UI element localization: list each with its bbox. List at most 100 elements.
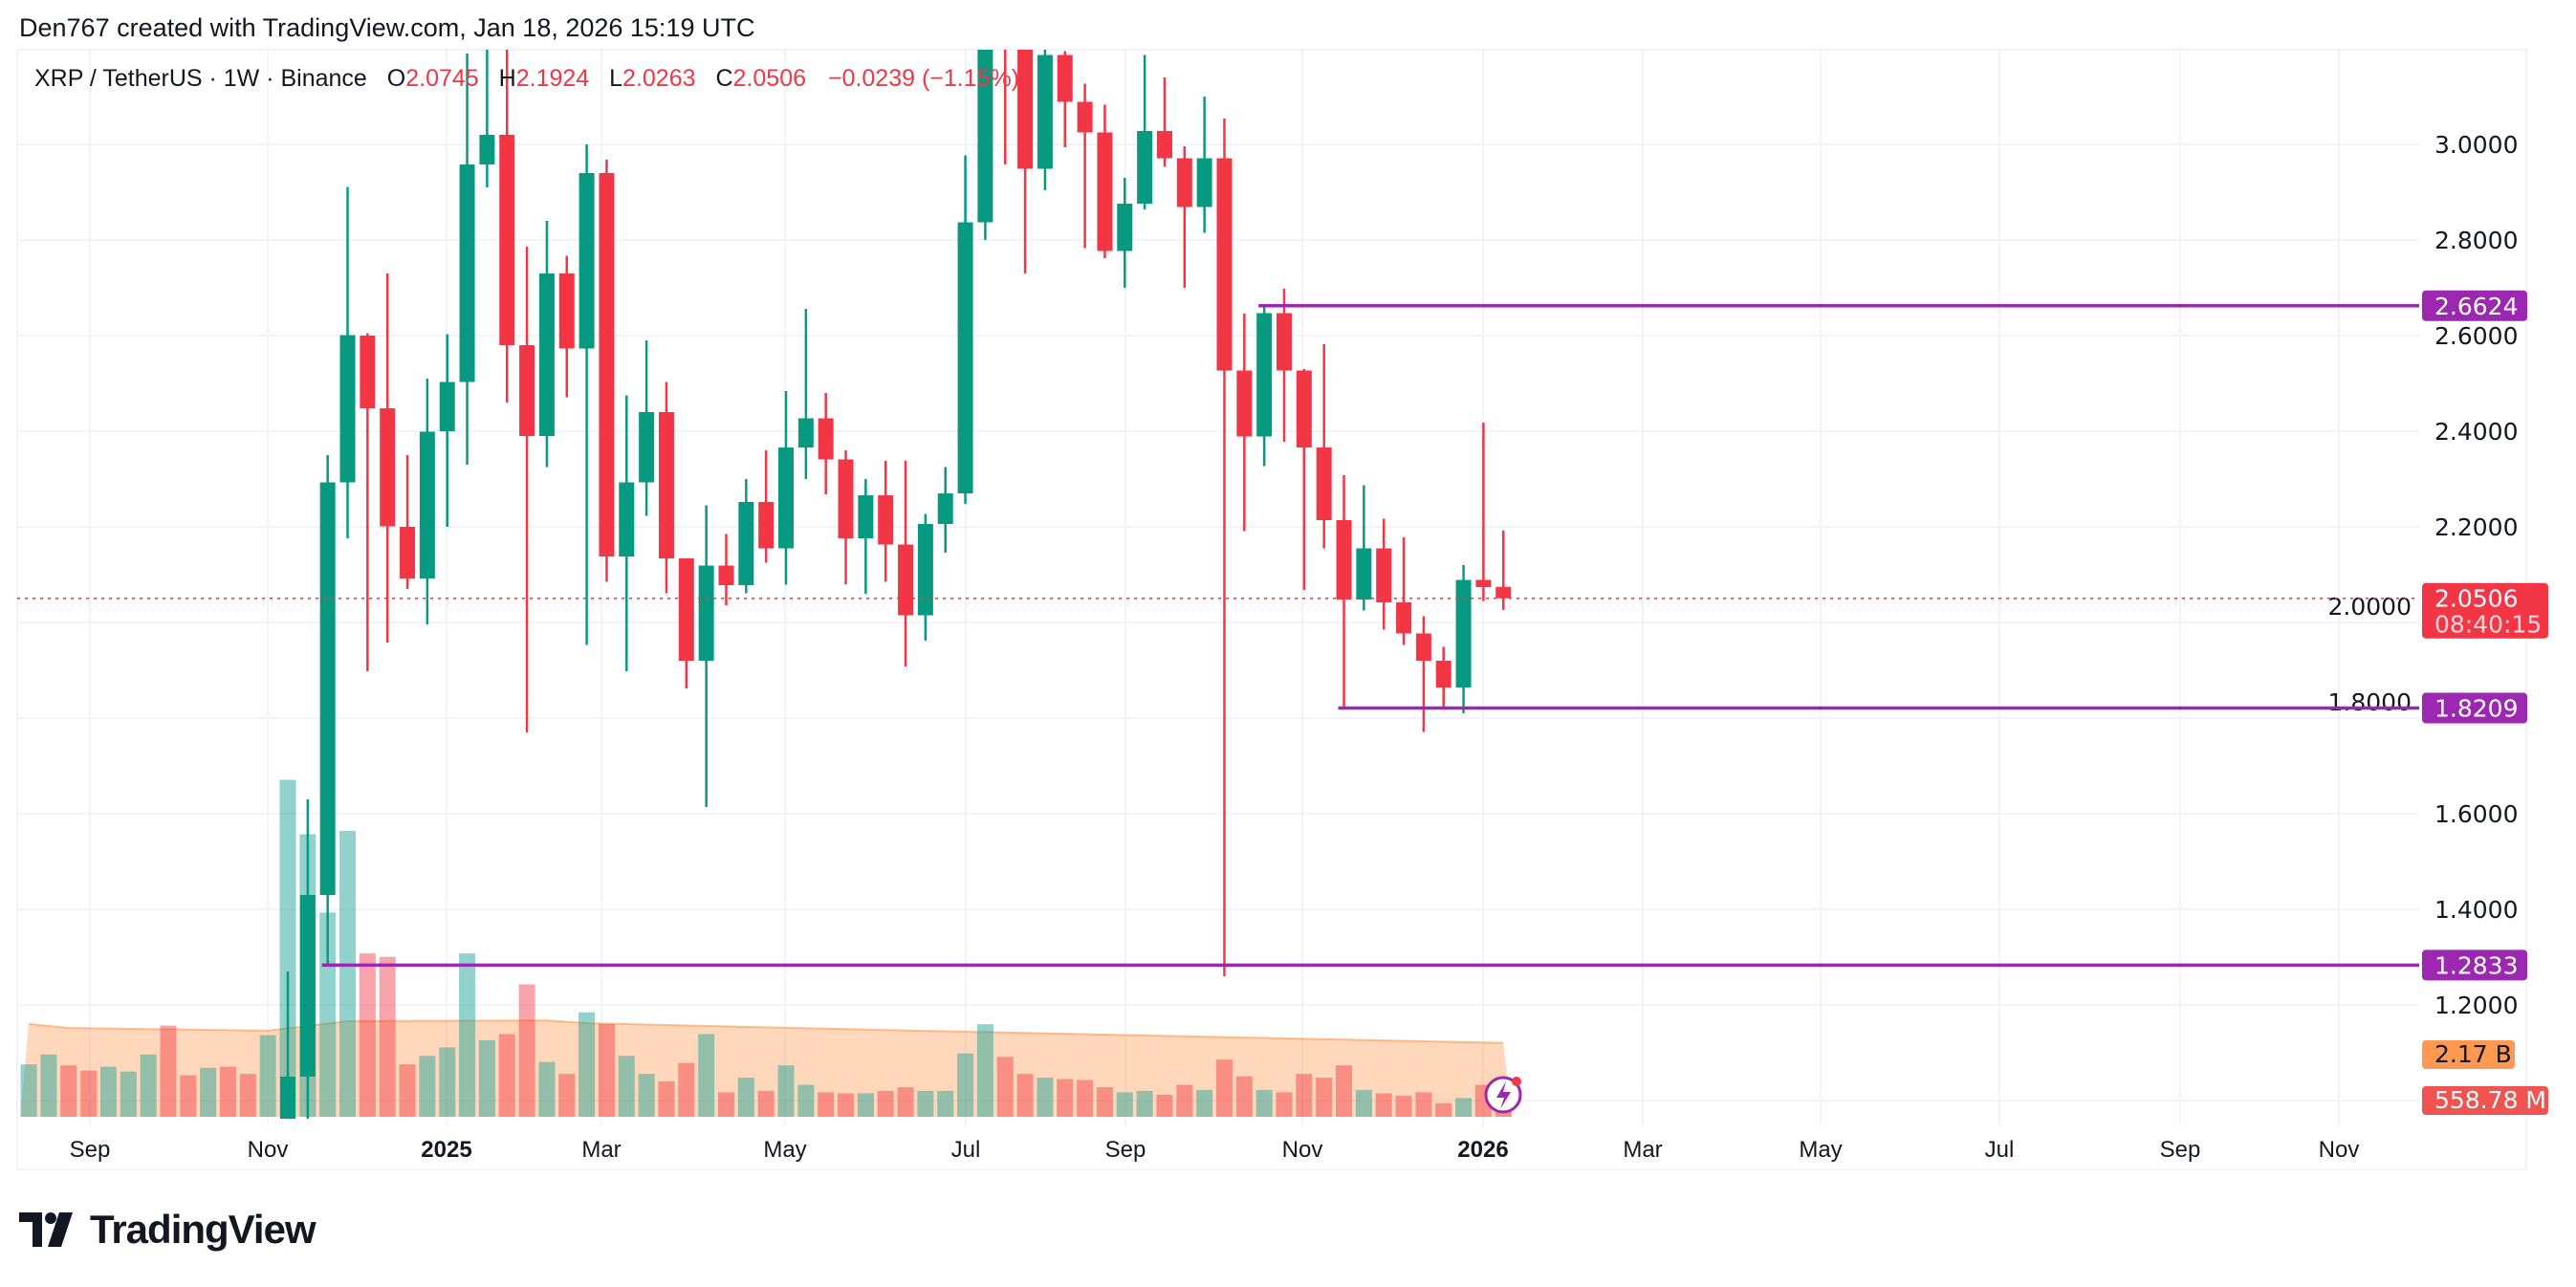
volume-bar bbox=[1336, 1065, 1353, 1117]
volume-bar bbox=[200, 1067, 217, 1117]
volume-bar bbox=[1355, 1089, 1372, 1117]
time-tick-label: Jul bbox=[1985, 1137, 2015, 1163]
price-tick-label: 1.8000 bbox=[2328, 688, 2412, 716]
volume-bar bbox=[1316, 1078, 1333, 1117]
volume-bar bbox=[1037, 1078, 1054, 1117]
candle-body bbox=[1396, 602, 1412, 634]
candle-body bbox=[1316, 447, 1332, 520]
candle-body bbox=[1435, 661, 1452, 687]
volume-bar bbox=[638, 1074, 655, 1117]
lightning-icon[interactable] bbox=[1484, 1076, 1522, 1114]
candle-body bbox=[1137, 131, 1153, 204]
volume-bar bbox=[678, 1062, 695, 1117]
time-tick-label: Mar bbox=[1623, 1137, 1662, 1163]
symbol-title[interactable]: XRP / TetherUS · 1W · Binance bbox=[34, 65, 367, 92]
candle-body bbox=[299, 895, 316, 1077]
time-tick-label: 2026 bbox=[1457, 1137, 1508, 1163]
price-tick-label: 2.4000 bbox=[2434, 418, 2518, 446]
candle-body bbox=[1495, 586, 1512, 599]
volume-bar bbox=[538, 1061, 556, 1117]
candle-body bbox=[380, 408, 396, 527]
high-value: 2.1924 bbox=[515, 65, 590, 92]
candle-body bbox=[280, 1077, 295, 1119]
time-tick-label: May bbox=[1799, 1137, 1842, 1163]
candle-body bbox=[1236, 370, 1253, 437]
candle-body bbox=[1475, 579, 1492, 587]
candle-body bbox=[1176, 158, 1192, 207]
volume-bar bbox=[80, 1070, 98, 1117]
level-price-tag bbox=[2422, 290, 2527, 321]
volume-bar bbox=[1235, 1076, 1253, 1117]
volume-bar bbox=[160, 1025, 177, 1117]
lightning-icon-bolt bbox=[1496, 1081, 1511, 1109]
volume-bar bbox=[937, 1090, 954, 1117]
volume-bar bbox=[478, 1039, 495, 1117]
volume-bar bbox=[279, 779, 296, 1117]
open-value: 2.0745 bbox=[405, 65, 479, 92]
ohlc-legend: XRP / TetherUS · 1W · Binance O2.0745 H2… bbox=[34, 65, 1019, 93]
tradingview-logo-icon bbox=[19, 1212, 73, 1247]
candle-body bbox=[1037, 55, 1053, 169]
level-price-tag bbox=[2422, 692, 2527, 724]
candle-body bbox=[917, 524, 933, 616]
chart-credit: Den767 created with TradingView.com, Jan… bbox=[19, 13, 755, 42]
volume-bar bbox=[1276, 1092, 1293, 1117]
volume-bar bbox=[579, 1012, 596, 1117]
volume-bar bbox=[419, 1056, 436, 1117]
volume-bar bbox=[777, 1065, 795, 1117]
close-value: 2.0506 bbox=[732, 65, 806, 92]
candle-body bbox=[1156, 131, 1172, 159]
price-tick-label: 2.0000 bbox=[2328, 593, 2412, 621]
candle-body bbox=[1356, 548, 1372, 600]
volume-bar bbox=[698, 1034, 715, 1117]
tradingview-wordmark: TradingView bbox=[90, 1207, 317, 1252]
candle-body bbox=[1077, 101, 1093, 133]
candle-body bbox=[619, 482, 635, 556]
candle-body bbox=[738, 502, 754, 585]
candle-body bbox=[937, 493, 953, 524]
volume-bar bbox=[498, 1034, 515, 1117]
volume-bar bbox=[558, 1074, 576, 1117]
candle-body bbox=[439, 382, 455, 431]
volume-bar bbox=[1196, 1089, 1213, 1117]
volume-bar bbox=[917, 1090, 934, 1117]
volume-bar bbox=[219, 1066, 236, 1117]
volume-bar bbox=[818, 1092, 835, 1117]
candle-body bbox=[400, 527, 416, 578]
candle-body bbox=[479, 135, 495, 164]
volume-bar bbox=[877, 1090, 894, 1117]
price-tick-label: 1.4000 bbox=[2434, 896, 2518, 924]
time-tick-label: Nov bbox=[1282, 1137, 1323, 1163]
volume-bar bbox=[518, 984, 535, 1117]
time-tick-label: Nov bbox=[2319, 1137, 2360, 1163]
volume-bar bbox=[60, 1065, 77, 1117]
candle-body bbox=[1117, 204, 1133, 251]
candle-body bbox=[519, 345, 535, 436]
volume-bar bbox=[1435, 1102, 1452, 1117]
candle-body bbox=[957, 222, 973, 493]
price-tick-label: 2.2000 bbox=[2434, 513, 2518, 541]
price-tick-label: 1.6000 bbox=[2434, 800, 2518, 828]
high-label: H bbox=[498, 65, 516, 92]
volume-bar bbox=[120, 1071, 137, 1117]
candle-body bbox=[538, 273, 555, 436]
candle-body bbox=[997, 0, 1013, 25]
candle-body bbox=[778, 447, 794, 549]
candle-body bbox=[1017, 50, 1034, 169]
tradingview-logo[interactable]: TradingView bbox=[19, 1207, 317, 1253]
volume-bar bbox=[359, 953, 376, 1117]
price-tick-label: 2.6000 bbox=[2434, 322, 2518, 350]
candle-body bbox=[758, 502, 775, 549]
candle-body bbox=[360, 336, 376, 408]
candle-body bbox=[639, 412, 655, 483]
candle-body bbox=[858, 495, 874, 538]
volume-bar bbox=[996, 1057, 1014, 1117]
volume-bar bbox=[180, 1075, 197, 1117]
volume-bar bbox=[1375, 1093, 1392, 1117]
close-label: C bbox=[715, 65, 733, 92]
candle-body bbox=[1196, 158, 1212, 207]
candle-body bbox=[499, 135, 515, 345]
candle-body bbox=[1296, 370, 1312, 447]
volume-bar bbox=[1016, 1074, 1034, 1117]
